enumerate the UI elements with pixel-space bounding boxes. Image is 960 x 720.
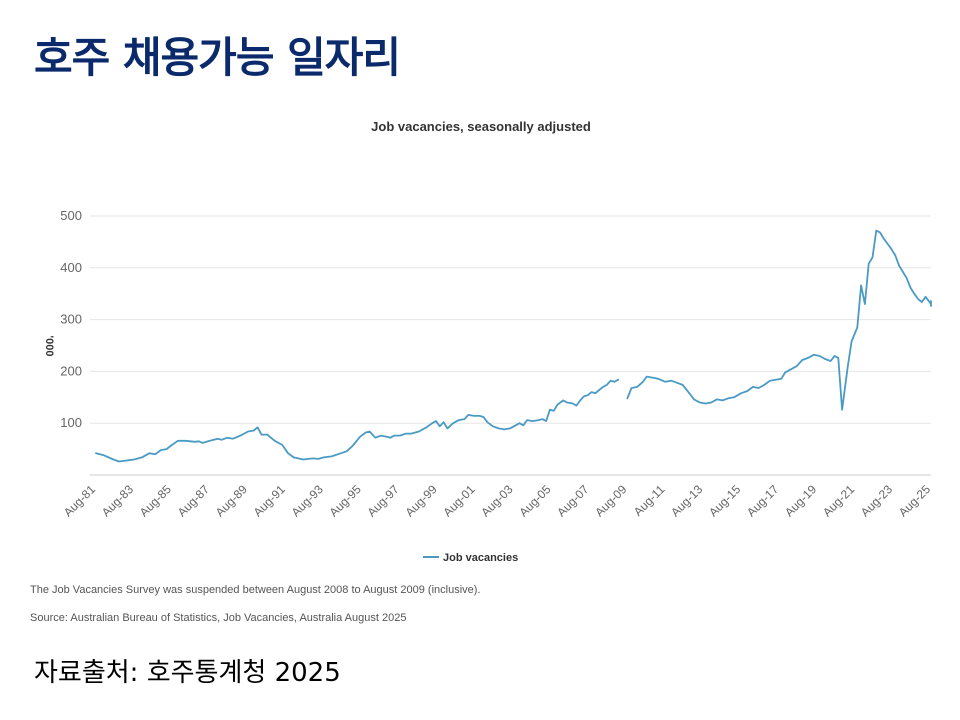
x-tick-label: Aug-87 bbox=[175, 482, 212, 519]
x-tick-label: Aug-93 bbox=[289, 482, 326, 519]
x-tick-label: Aug-15 bbox=[706, 482, 743, 519]
x-tick-label: Aug-91 bbox=[251, 482, 288, 519]
gridlines bbox=[90, 215, 931, 424]
source-credit: 자료출처: 호주통계청 2025 bbox=[34, 658, 341, 688]
x-axis-ticks: Aug-81 Aug-83 Aug-85 Aug-87 Aug-89 Aug-91 Aug-… bbox=[61, 482, 933, 519]
x-tick-label: Aug-05 bbox=[516, 482, 553, 519]
x-tick-label: Aug-89 bbox=[213, 482, 250, 519]
series-job-vacancies bbox=[95, 229, 932, 463]
x-tick-label: Aug-11 bbox=[631, 482, 668, 519]
x-tick-label: Aug-83 bbox=[99, 482, 136, 519]
job-vacancies-chart: Job vacancies, seasonally adjusted 100 20… bbox=[43, 119, 933, 564]
x-tick-label: Aug-97 bbox=[364, 482, 401, 519]
x-tick-label: Aug-01 bbox=[440, 482, 477, 519]
chart-title: Job vacancies, seasonally adjusted bbox=[371, 119, 591, 134]
x-tick-label: Aug-07 bbox=[554, 482, 591, 519]
series-line-segment-1 bbox=[95, 378, 620, 463]
series-line-segment-2 bbox=[626, 229, 932, 411]
x-tick-label: Aug-19 bbox=[782, 482, 819, 519]
y-tick-label: 500 bbox=[60, 208, 82, 223]
x-tick-label: Aug-25 bbox=[896, 482, 933, 519]
y-tick-label: 100 bbox=[60, 415, 82, 430]
x-tick-label: Aug-81 bbox=[61, 482, 98, 519]
x-tick-label: Aug-17 bbox=[744, 482, 781, 519]
x-tick-label: Aug-03 bbox=[478, 482, 515, 519]
y-axis-ticks: 100 200 300 400 500 bbox=[60, 208, 82, 430]
x-tick-label: Aug-95 bbox=[327, 482, 364, 519]
slide-title: 호주 채용가능 일자리 bbox=[34, 33, 401, 82]
x-tick-label: Aug-21 bbox=[820, 482, 857, 519]
y-tick-label: 400 bbox=[60, 260, 82, 275]
x-tick-label: Aug-85 bbox=[137, 482, 174, 519]
x-tick-label: Aug-99 bbox=[402, 482, 439, 519]
legend[interactable]: Job vacancies bbox=[423, 552, 518, 564]
y-tick-label: 200 bbox=[60, 363, 82, 378]
x-tick-label: Aug-13 bbox=[668, 482, 705, 519]
y-axis-label: '000 bbox=[43, 336, 55, 357]
x-tick-label: Aug-23 bbox=[858, 482, 895, 519]
x-tick-label: Aug-09 bbox=[592, 482, 629, 519]
legend-label: Job vacancies bbox=[443, 552, 518, 564]
chart-footnote: The Job Vacancies Survey was suspended b… bbox=[30, 584, 481, 596]
y-tick-label: 300 bbox=[60, 312, 82, 327]
chart-source: Source: Australian Bureau of Statistics,… bbox=[30, 612, 407, 624]
